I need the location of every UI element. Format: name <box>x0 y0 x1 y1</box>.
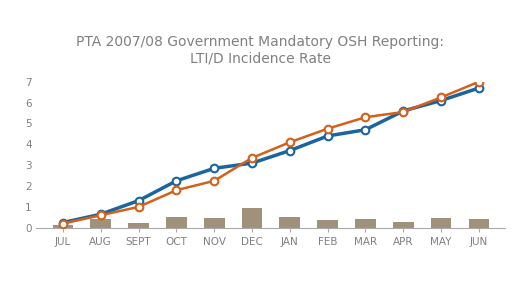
Bar <box>279 217 300 228</box>
Bar <box>90 219 111 228</box>
Bar <box>355 219 376 228</box>
Bar <box>317 220 338 228</box>
Bar <box>468 219 489 228</box>
Bar <box>393 222 414 228</box>
Bar <box>242 208 263 228</box>
Bar <box>128 223 149 228</box>
Legend: Actual, YTD, Improvement Target (10%): Actual, YTD, Improvement Target (10%) <box>123 289 419 292</box>
Bar <box>166 217 187 228</box>
Bar <box>204 218 225 228</box>
Bar <box>53 225 73 228</box>
Bar <box>431 218 452 228</box>
Text: PTA 2007/08 Government Mandatory OSH Reporting:
LTI/D Incidence Rate: PTA 2007/08 Government Mandatory OSH Rep… <box>77 35 444 65</box>
